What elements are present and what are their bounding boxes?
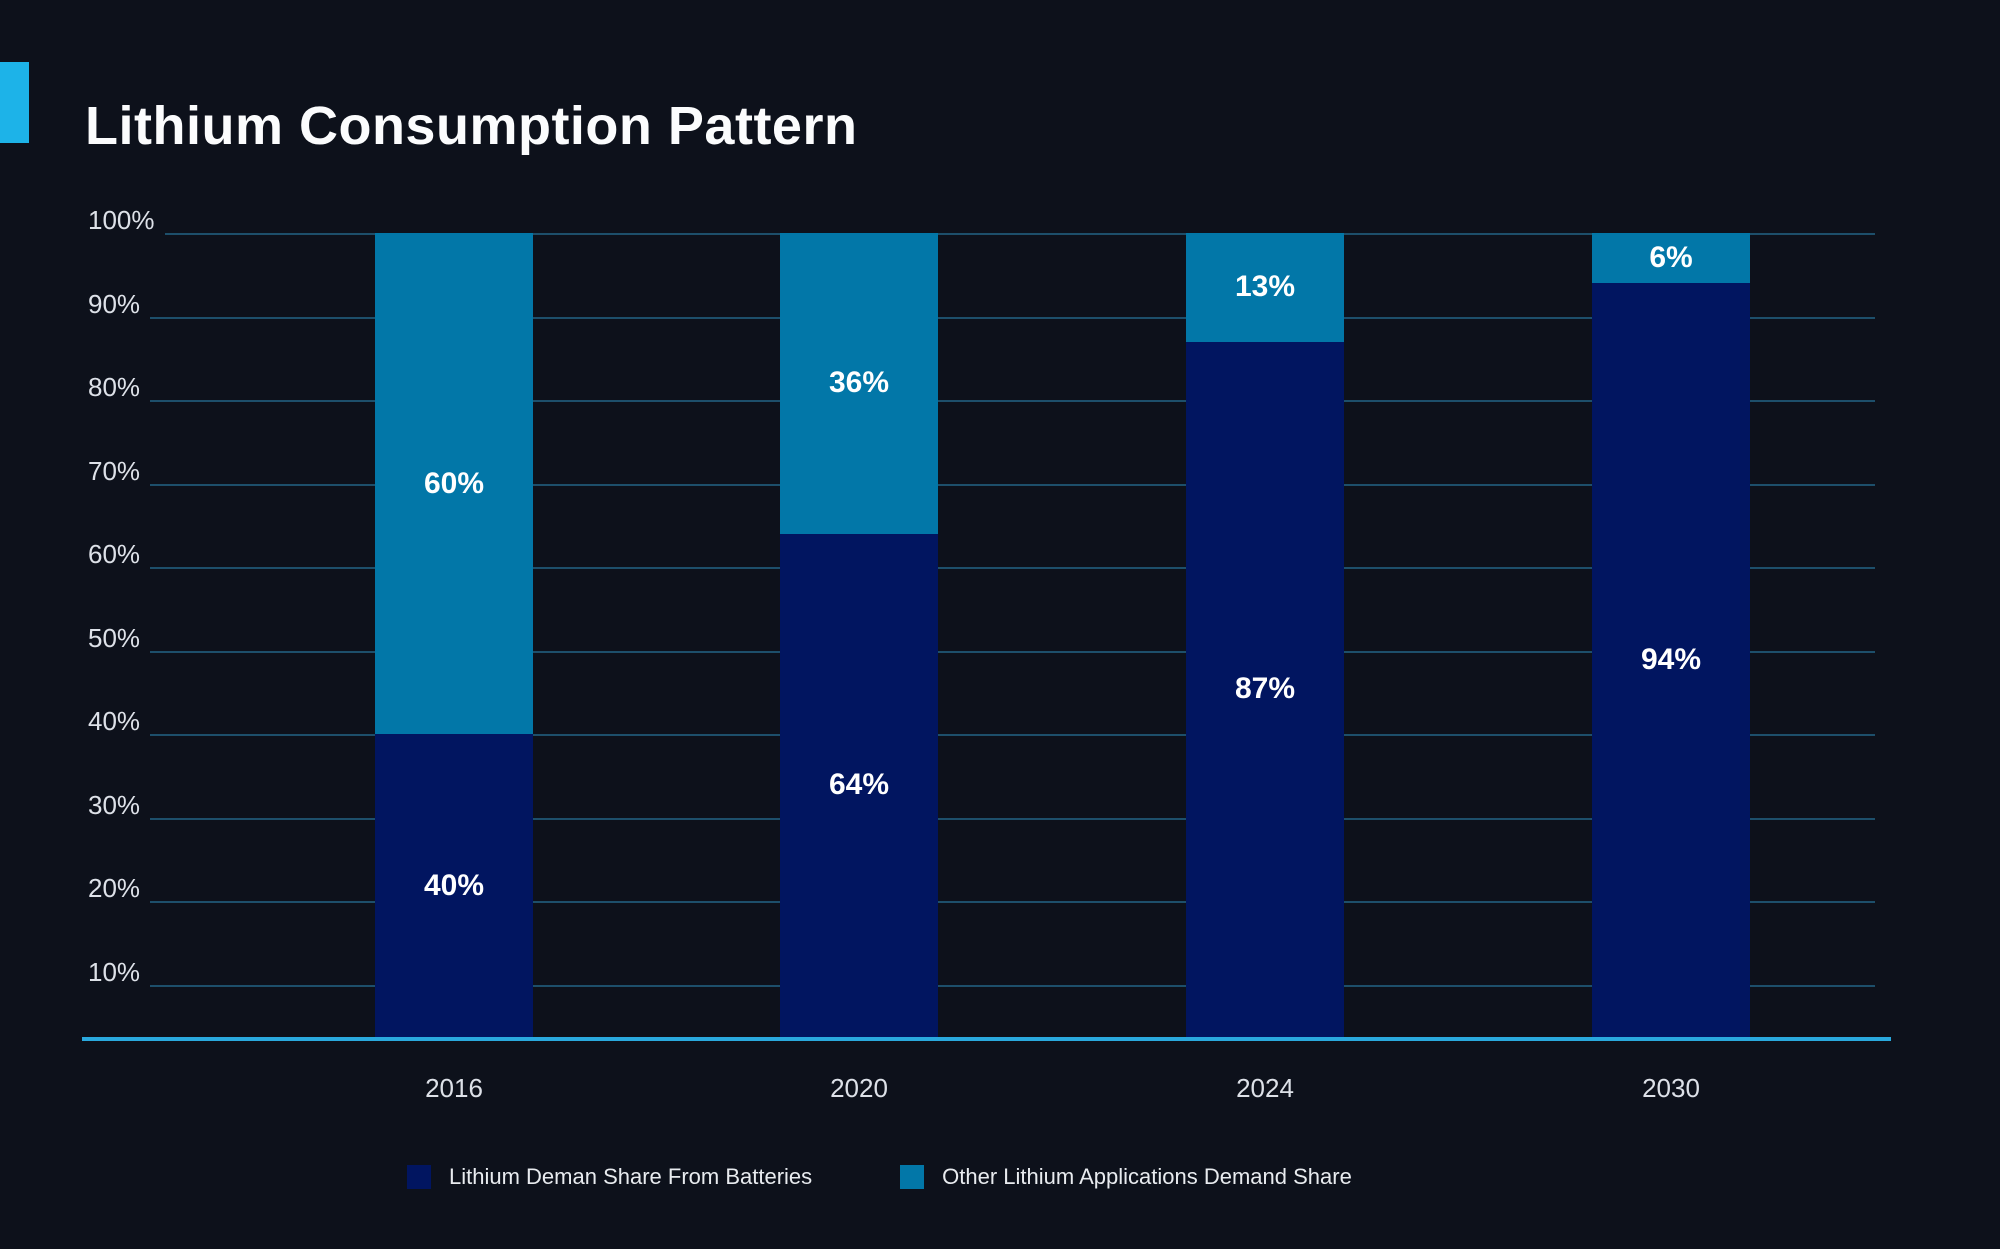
page-title: Lithium Consumption Pattern [85, 96, 858, 157]
y-axis-tick-label: 30% [88, 789, 141, 820]
y-axis-tick-label: 60% [88, 539, 141, 569]
x-axis-label-2030: 2030 [1642, 1073, 1700, 1103]
y-axis-tick-row: 90% [88, 289, 1875, 319]
y-axis-tick-row: 60% [88, 539, 1875, 569]
legend-swatch [407, 1165, 431, 1189]
y-axis-tick-row: 10% [88, 957, 1875, 987]
y-axis-tick-row: 30% [88, 790, 1875, 820]
bar-group-2020: 36% 64% [780, 233, 938, 1037]
legend-label: Other Lithium Applications Demand Share [942, 1164, 1352, 1189]
y-axis-tick-row: 80% [88, 372, 1875, 402]
bar-segment-value-label: 6% [1649, 241, 1693, 275]
bar-segment-value-label: 94% [1640, 643, 1702, 677]
y-axis-tick-label: 50% [88, 622, 141, 653]
gridline [150, 650, 1875, 653]
bar-segment-batteries-2020: 64% [780, 533, 938, 1037]
bar-segment-value-label: 60% [423, 466, 485, 500]
y-axis-tick-row: 100% [88, 205, 1875, 235]
bar-segment-batteries-2024: 87% [1186, 341, 1344, 1037]
bar-group-2024: 13% 87% [1186, 233, 1344, 1037]
legend-item: Lithium Deman Share From Batteries [407, 1164, 812, 1190]
y-axis-tick-label: 90% [88, 288, 141, 319]
bar-segment-other-2020: 36% [780, 233, 938, 534]
y-axis-tick-label: 70% [88, 455, 141, 486]
y-axis-tick-label: 80% [88, 372, 141, 402]
y-axis-tick-label: 40% [88, 706, 141, 736]
y-axis-tick-row: 50% [88, 623, 1875, 653]
legend-label: Lithium Deman Share From Batteries [449, 1164, 813, 1189]
bar-group-2030: 6% 94% [1592, 233, 1750, 1037]
bar-segment-value-label: 40% [423, 868, 485, 902]
gridline [150, 316, 1875, 319]
gridline [150, 901, 1875, 903]
bar-segment-value-label: 87% [1234, 672, 1296, 706]
legend-item: Other Lithium Applications Demand Share [900, 1164, 1352, 1190]
bar-segment-other-2024: 13% [1186, 233, 1344, 342]
chart-legend: Lithium Deman Share From Batteries Other … [407, 1164, 1352, 1190]
y-axis-tick-row: 70% [88, 456, 1875, 486]
x-axis-label-2020: 2020 [830, 1073, 888, 1103]
x-axis-label-2016: 2016 [425, 1073, 483, 1103]
gridline [150, 567, 1875, 569]
bar-segment-batteries-2030: 94% [1592, 283, 1750, 1037]
bar-segment-value-label: 13% [1234, 270, 1296, 304]
gridline [150, 734, 1875, 736]
bar-segment-value-label: 36% [828, 366, 890, 400]
bar-group-2016: 60% 40% [375, 233, 533, 1037]
x-axis-label-2024: 2024 [1236, 1073, 1294, 1103]
gridline [150, 984, 1875, 987]
gridline [150, 400, 1875, 402]
y-axis-tick-label: 20% [88, 873, 141, 903]
y-axis-tick-row: 40% [88, 706, 1875, 736]
gridline [150, 483, 1875, 486]
x-axis-baseline [82, 1037, 1891, 1041]
y-axis-tick-label: 100% [88, 205, 155, 235]
gridline [164, 233, 1875, 235]
bar-segment-batteries-2016: 40% [375, 734, 533, 1037]
y-axis-tick-row: 20% [88, 873, 1875, 903]
bar-segment-other-2030: 6% [1592, 233, 1750, 284]
title-accent-bar [0, 62, 29, 143]
legend-swatch [900, 1165, 925, 1189]
gridline [150, 817, 1875, 820]
bar-segment-other-2016: 60% [375, 233, 533, 734]
bar-segment-value-label: 64% [828, 768, 890, 802]
y-axis-tick-label: 10% [88, 956, 141, 987]
